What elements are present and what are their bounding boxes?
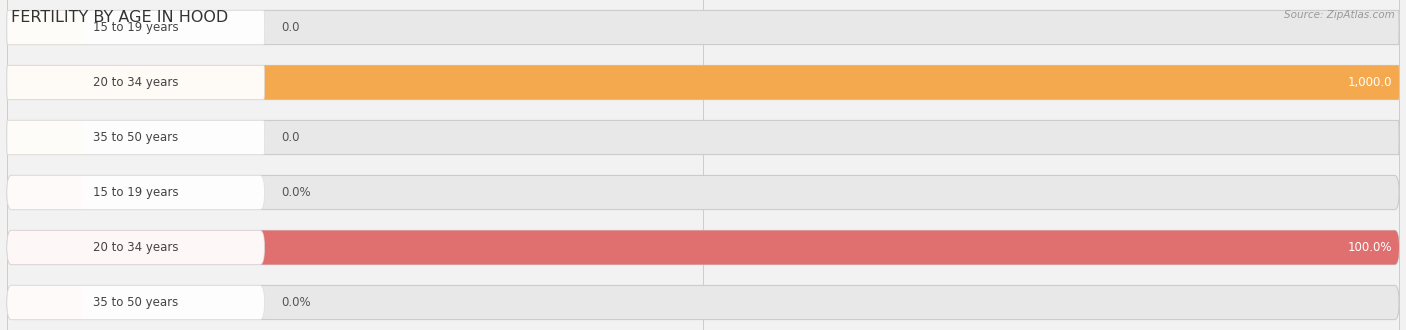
Text: 100.0%: 100.0%	[1347, 241, 1392, 254]
Text: 1,000.0: 1,000.0	[1347, 76, 1392, 89]
Text: 0.0: 0.0	[281, 21, 299, 34]
FancyBboxPatch shape	[7, 11, 1399, 45]
Text: 35 to 50 years: 35 to 50 years	[93, 296, 179, 309]
Text: 0.0: 0.0	[281, 131, 299, 144]
FancyBboxPatch shape	[7, 285, 264, 319]
Text: FERTILITY BY AGE IN HOOD: FERTILITY BY AGE IN HOOD	[11, 10, 229, 25]
FancyBboxPatch shape	[7, 230, 1399, 265]
FancyBboxPatch shape	[7, 120, 1399, 154]
Text: 0.0%: 0.0%	[281, 296, 311, 309]
Text: Source: ZipAtlas.com: Source: ZipAtlas.com	[1284, 10, 1395, 20]
Text: 15 to 19 years: 15 to 19 years	[93, 21, 179, 34]
FancyBboxPatch shape	[7, 11, 264, 45]
FancyBboxPatch shape	[7, 65, 1399, 100]
FancyBboxPatch shape	[7, 230, 1399, 265]
FancyBboxPatch shape	[7, 285, 1399, 319]
FancyBboxPatch shape	[7, 176, 264, 210]
Text: 15 to 19 years: 15 to 19 years	[93, 186, 179, 199]
FancyBboxPatch shape	[7, 230, 264, 265]
FancyBboxPatch shape	[7, 285, 83, 319]
FancyBboxPatch shape	[7, 11, 83, 45]
Text: 20 to 34 years: 20 to 34 years	[93, 241, 179, 254]
Text: 0.0%: 0.0%	[281, 186, 311, 199]
Text: 35 to 50 years: 35 to 50 years	[93, 131, 179, 144]
FancyBboxPatch shape	[7, 120, 83, 154]
Text: 20 to 34 years: 20 to 34 years	[93, 76, 179, 89]
FancyBboxPatch shape	[7, 65, 264, 100]
FancyBboxPatch shape	[7, 120, 264, 154]
FancyBboxPatch shape	[7, 65, 1399, 100]
FancyBboxPatch shape	[7, 176, 1399, 210]
FancyBboxPatch shape	[7, 176, 83, 210]
